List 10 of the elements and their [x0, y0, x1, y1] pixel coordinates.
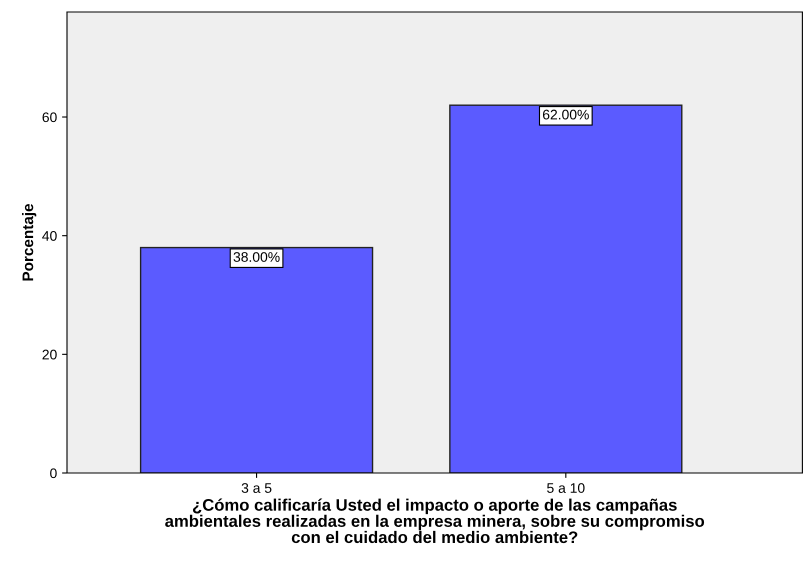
y-axis-title: Porcentaje — [22, 204, 36, 281]
y-tick-label: 20 — [42, 350, 57, 360]
x-tick-label: 3 a 5 — [242, 483, 272, 493]
y-tick-label: 0 — [50, 468, 57, 478]
x-tick-label: 5 a 10 — [547, 483, 585, 493]
y-tick-label: 40 — [42, 231, 57, 241]
data-label: 62.00% — [542, 110, 589, 120]
y-tick-label: 60 — [42, 112, 57, 122]
data-label: 38.00% — [234, 252, 280, 262]
x-axis-title: ¿Cómo calificaría Usted el impacto o aporte de las campañas ambientales realizadas en la empresa minera, sobre su compromiso con el cuidado del medio ambiente? — [165, 498, 704, 544]
